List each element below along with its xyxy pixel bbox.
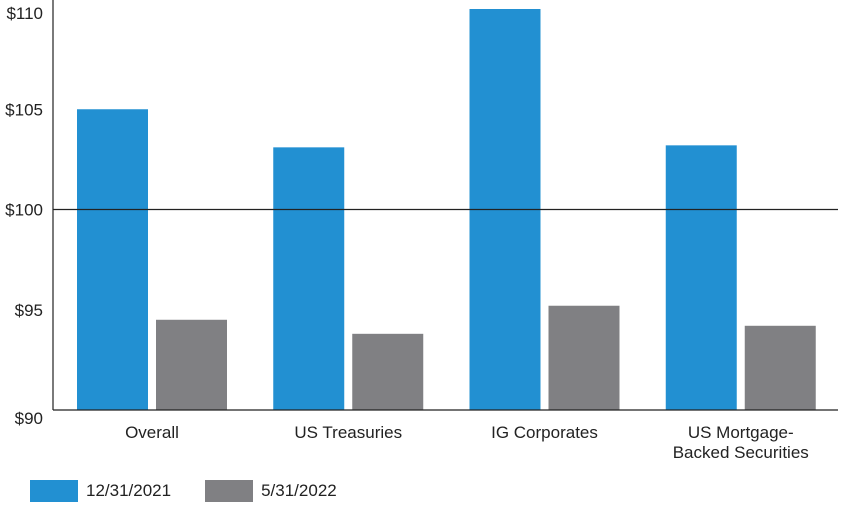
bar (352, 333, 424, 410)
y-tick-label: $90 (15, 409, 43, 428)
x-category-label-line: IG Corporates (491, 423, 598, 442)
x-category-label-line: US Mortgage- (688, 423, 794, 442)
y-tick-label: $105 (5, 100, 43, 119)
y-tick-label: $100 (5, 201, 43, 220)
x-category-label-line: Backed Securities (673, 443, 809, 462)
legend-item-5-31-2022: 5/31/2022 (205, 480, 337, 502)
bar (273, 147, 345, 410)
x-category-label-line: US Treasuries (294, 423, 402, 442)
legend-label-12-31-2021: 12/31/2021 (86, 481, 172, 500)
x-category-label-line: Overall (125, 423, 179, 442)
legend-item-12-31-2021: 12/31/2021 (30, 480, 171, 502)
bar (548, 305, 620, 410)
legend-swatch-12-31-2021 (30, 480, 78, 502)
y-tick-label: $110 (6, 4, 43, 23)
bar-chart: $90 $95 $100 $105 $110 Overall US Treasuries IG… (5, 0, 838, 462)
bar (665, 145, 737, 410)
y-tick-label: $95 (15, 301, 43, 320)
x-category-label: US Mortgage-Backed Securities (673, 423, 809, 462)
legend: 12/31/2021 5/31/2022 (30, 480, 371, 502)
x-category-label: Overall (125, 423, 179, 442)
bar (77, 109, 148, 410)
legend-label-5-31-2022: 5/31/2022 (261, 481, 337, 500)
bar (156, 319, 227, 410)
legend-swatch-5-31-2022 (205, 480, 254, 502)
bar (744, 325, 816, 410)
x-category-label: IG Corporates (491, 423, 598, 442)
x-category-label: US Treasuries (294, 423, 402, 442)
